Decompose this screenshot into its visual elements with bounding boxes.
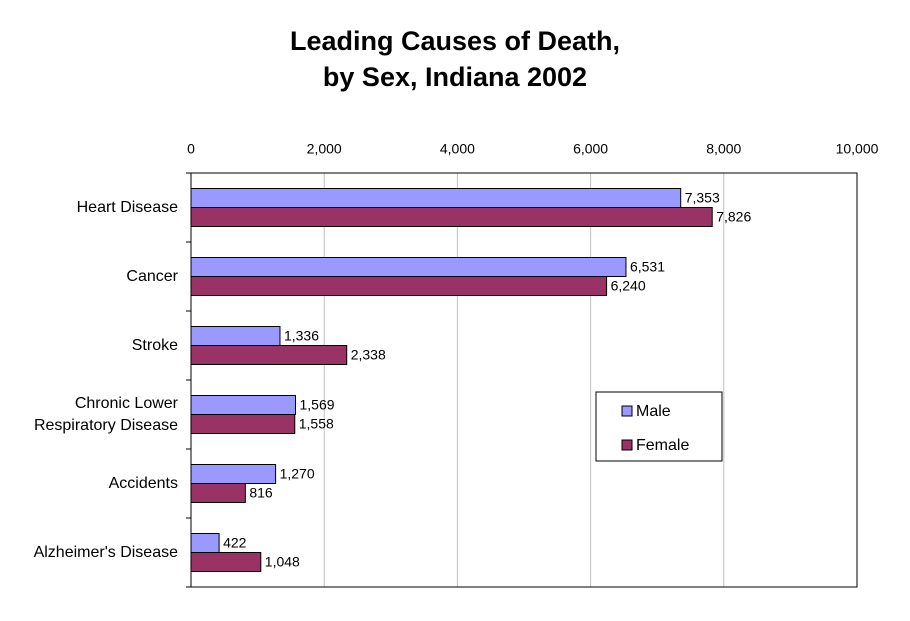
bar bbox=[190, 188, 682, 208]
bar bbox=[190, 533, 220, 553]
legend-box bbox=[595, 391, 723, 462]
y-tick-label: Chronic Lower Respiratory Disease bbox=[33, 394, 178, 434]
value-label: 7,826 bbox=[716, 209, 751, 225]
bar bbox=[190, 483, 246, 503]
value-label: 7,353 bbox=[685, 190, 720, 206]
bar bbox=[190, 345, 348, 365]
value-label: 2,338 bbox=[351, 347, 386, 363]
bar bbox=[190, 276, 608, 296]
bar bbox=[190, 207, 713, 227]
bar bbox=[190, 552, 262, 572]
x-tick-label: 8,000 bbox=[706, 141, 741, 157]
value-label: 1,048 bbox=[265, 554, 300, 570]
x-tick-label: 4,000 bbox=[440, 141, 475, 157]
bar bbox=[190, 257, 627, 277]
x-tick-label: 6,000 bbox=[573, 141, 608, 157]
legend-swatch bbox=[621, 439, 633, 451]
value-label: 422 bbox=[223, 535, 247, 551]
value-label: 1,569 bbox=[299, 397, 334, 413]
value-label: 816 bbox=[249, 485, 273, 501]
y-tick-label: Stroke bbox=[131, 336, 178, 354]
chart-title: by Sex, Indiana 2002 bbox=[322, 62, 588, 92]
bar bbox=[190, 326, 281, 346]
value-label: 6,240 bbox=[611, 278, 646, 294]
bar bbox=[190, 464, 277, 484]
y-tick-label: Accidents bbox=[108, 474, 178, 492]
y-tick-label: Heart Disease bbox=[76, 198, 178, 216]
value-label: 1,270 bbox=[280, 466, 315, 482]
x-tick-label: 2,000 bbox=[307, 141, 342, 157]
y-tick-label: Cancer bbox=[126, 267, 178, 285]
value-label: 1,558 bbox=[299, 416, 334, 432]
value-label: 6,531 bbox=[630, 259, 665, 275]
legend-label: Male bbox=[636, 403, 671, 420]
x-tick-label: 10,000 bbox=[836, 141, 879, 157]
bar bbox=[190, 395, 296, 415]
x-tick-label: 0 bbox=[187, 141, 195, 157]
legend-label: Female bbox=[636, 437, 689, 454]
plot-area bbox=[191, 173, 857, 587]
value-label: 1,336 bbox=[284, 328, 319, 344]
y-tick-label: Alzheimer's Disease bbox=[33, 543, 178, 561]
legend-swatch bbox=[621, 405, 633, 417]
bar bbox=[190, 414, 296, 434]
chart-title: Leading Causes of Death, bbox=[289, 26, 621, 56]
